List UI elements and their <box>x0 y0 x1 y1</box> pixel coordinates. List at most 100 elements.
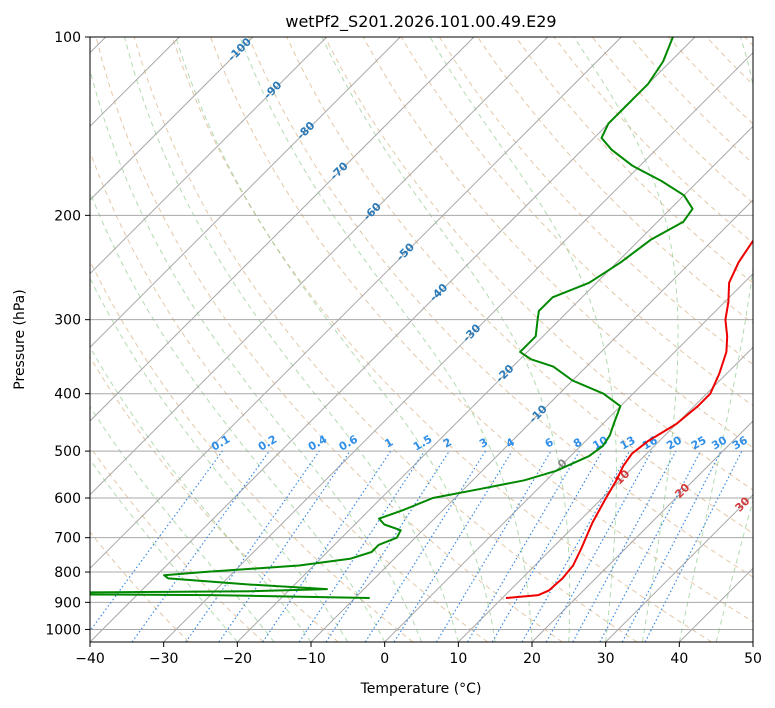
mixing-ratio-line <box>521 450 631 642</box>
x-tick-label: −20 <box>223 651 253 667</box>
dry-adiabat-line <box>90 531 190 642</box>
x-tick-label: 20 <box>523 651 541 667</box>
y-axis-label: Pressure (hPa) <box>12 289 28 389</box>
x-tick-label: −40 <box>75 651 105 667</box>
isotherm-line <box>310 199 753 642</box>
isotherm-line <box>163 51 753 642</box>
mixing-ratio-line <box>545 450 653 642</box>
isotherm-line <box>236 125 753 642</box>
mixing-ratio-label: 1.5 <box>411 433 434 454</box>
y-tick-label: 900 <box>54 595 81 611</box>
isotherm-line <box>752 641 753 642</box>
moist-adiabat-line <box>90 458 238 642</box>
moist-adiabat-line <box>678 37 753 642</box>
dry-adiabat-line <box>90 445 264 642</box>
x-tick-label: −30 <box>149 651 179 667</box>
dry-adiabat-line <box>90 150 488 642</box>
dry-adiabat-line <box>706 37 753 86</box>
mixing-ratio-label: 25 <box>689 434 709 453</box>
mixing-ratio-label: 8 <box>571 436 584 451</box>
moist-adiabat-line <box>573 37 679 642</box>
isotherm-line <box>531 420 753 642</box>
y-tick-label: 200 <box>54 208 81 224</box>
moist-adiabat-line <box>90 67 422 642</box>
dry-adiabat-line <box>668 37 753 125</box>
dry-adiabat-line <box>210 37 753 623</box>
dry-adiabat-line <box>171 37 712 642</box>
x-axis-label: Temperature (°C) <box>360 681 482 697</box>
isotherm-line <box>457 346 753 642</box>
mixing-ratio-line <box>393 450 513 642</box>
dry-adiabat-line <box>95 37 563 642</box>
isotherm-line <box>90 37 549 496</box>
mixing-ratio-label: 0.4 <box>306 432 330 453</box>
mixing-ratio-line <box>185 450 320 642</box>
x-tick-label: 10 <box>449 651 467 667</box>
chart-title: wetPf2_S201.2026.101.00.49.E29 <box>285 12 556 32</box>
mixing-ratio-label: 20 <box>664 433 684 452</box>
mixing-ratio-label: 0.2 <box>256 433 279 454</box>
x-tick-label: 30 <box>597 651 615 667</box>
y-tick-label: 400 <box>54 387 81 403</box>
isotherm-label: -80 <box>294 119 317 142</box>
moist-adiabat-line <box>429 37 617 642</box>
mixing-ratio-line <box>491 450 603 642</box>
isotherm-line <box>90 37 696 642</box>
isotherm-line <box>384 272 753 642</box>
moist-adiabat-line <box>90 405 275 642</box>
mixing-ratio-line <box>466 450 580 642</box>
mixing-ratio-label: 36 <box>730 433 750 452</box>
dry-adiabat-line <box>133 37 638 642</box>
moist-adiabat-line <box>90 277 349 642</box>
dry-adiabat-line <box>744 37 753 47</box>
mixing-ratio-line <box>364 450 486 642</box>
y-tick-label: 800 <box>54 565 81 581</box>
dewpoint-profile-line <box>90 37 694 599</box>
y-tick-label: 500 <box>54 444 81 460</box>
isotherm-line <box>90 37 254 201</box>
mixing-ratio-line <box>435 450 552 642</box>
dry-adiabat-line <box>400 37 753 407</box>
moist-adiabat-line <box>715 498 753 642</box>
mixing-ratio-label: 0.6 <box>337 432 361 453</box>
mixing-ratio-line <box>644 450 743 642</box>
mixing-ratio-line <box>298 450 425 642</box>
y-tick-label: 1000 <box>45 622 81 638</box>
x-tick-label: 0 <box>380 651 389 667</box>
moist-adiabat-line <box>321 37 571 642</box>
mixing-ratio-label: 3 <box>477 436 490 451</box>
isotherm-label: -20 <box>493 362 516 385</box>
isotherm-line <box>90 37 622 570</box>
x-tick-label: 40 <box>670 651 688 667</box>
mixing-ratio-line <box>90 450 223 632</box>
y-tick-label: 600 <box>54 491 81 507</box>
x-tick-label: 50 <box>744 651 762 667</box>
x-tick-label: −10 <box>296 651 326 667</box>
dry-adiabat-line <box>591 37 753 204</box>
mixing-ratio-label: 30 <box>709 433 729 452</box>
isotherm-line <box>605 493 753 642</box>
mixing-ratio-line <box>572 450 677 642</box>
moist-adiabat-line <box>90 190 386 642</box>
moist-adiabat-line <box>124 37 459 642</box>
y-tick-label: 300 <box>54 313 81 329</box>
plot-frame <box>89 36 754 643</box>
isotherm-line <box>90 37 401 349</box>
dry-adiabat-line <box>515 37 753 284</box>
y-tick-label: 700 <box>54 531 81 547</box>
dry-adiabat-line <box>90 356 339 642</box>
moist-adiabat-line <box>239 37 533 642</box>
isotherm-line <box>90 37 475 422</box>
isotherm-label: -50 <box>394 240 417 263</box>
mixing-ratio-line <box>262 450 392 642</box>
mixing-ratio-line <box>325 450 450 642</box>
temperature-profile-line <box>505 239 753 599</box>
y-tick-label: 100 <box>54 30 81 46</box>
moist-adiabat-line <box>90 346 312 642</box>
isotherm-label: 10 <box>612 467 632 487</box>
isotherm-line <box>90 37 328 275</box>
mixing-ratio-line <box>218 450 351 642</box>
mixing-ratio-label: 13 <box>618 434 638 453</box>
moist-adiabat-line <box>175 37 496 642</box>
